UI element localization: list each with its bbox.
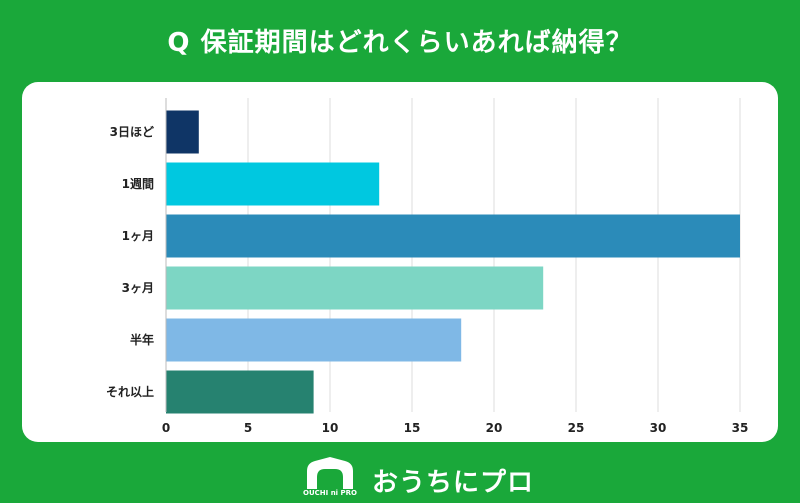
bar (166, 370, 314, 414)
logo-text: OUCHI ni PRO (303, 489, 357, 497)
category-label: 3日ほど (110, 125, 154, 139)
brand-logo: OUCHI ni PRO (303, 455, 357, 499)
x-tick-label: 35 (732, 421, 749, 435)
category-label: それ以上 (106, 384, 154, 399)
bar (166, 110, 199, 154)
x-tick-label: 25 (568, 421, 585, 435)
category-label: 3ヶ月 (122, 281, 154, 295)
x-tick-label: 30 (650, 421, 667, 435)
x-tick-label: 20 (486, 421, 503, 435)
brand-name: おうちにプロ (372, 468, 535, 498)
house-icon (307, 457, 353, 489)
category-label: 1ヶ月 (122, 229, 154, 243)
bar (166, 162, 380, 206)
x-tick-label: 5 (244, 421, 252, 435)
x-tick-label: 0 (162, 421, 170, 435)
chart-card: 0 5 10 15 20 25 30 35 3日ほど 1週間 1ヶ月 3ヶ月半年それ以上 (22, 82, 778, 442)
bar (166, 266, 544, 310)
x-tick-label: 10 (322, 421, 339, 435)
category-label: 1週間 (122, 176, 154, 191)
footer: OUCHI ni PRO おうちにプロ (0, 452, 800, 500)
bar (166, 318, 462, 362)
x-tick-label: 15 (404, 421, 421, 435)
chart-title: Q 保証期間はどれくらいあれば納得？ (167, 28, 633, 58)
category-label: 半年 (130, 332, 154, 347)
bar (166, 214, 740, 258)
